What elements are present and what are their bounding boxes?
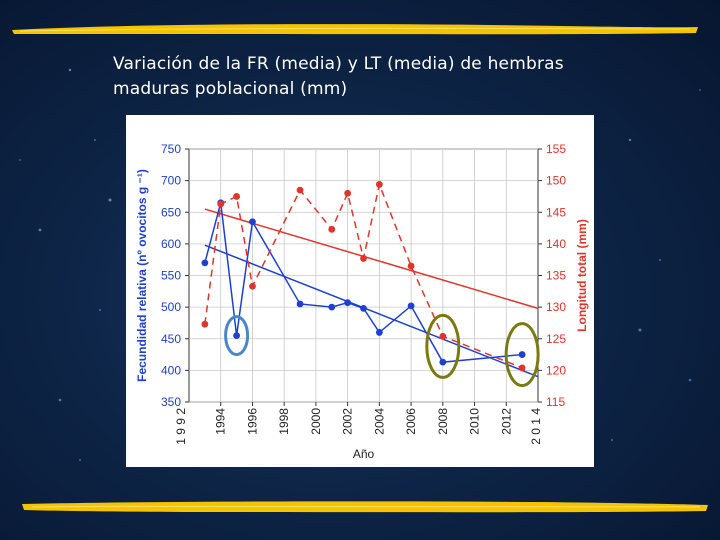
fr-data-point [375,329,383,336]
series-points [201,181,526,372]
lt-data-point [233,193,240,200]
lt-data-point [439,332,447,340]
right-tick-label: 120 [546,363,566,377]
slide-title: Variación de la FR (media) y LT (media) … [113,54,564,99]
x-edge-label: 1 9 9 2 [174,408,188,445]
lt-data-point [328,225,336,233]
x-tick-label: 2010 [468,408,482,435]
fr-series-line [204,202,523,363]
x-tick-label: 2004 [372,408,386,435]
left-tick-label: 350 [161,395,181,409]
fr-trend-line [204,244,539,378]
x-tick-label: 2012 [499,408,513,435]
left-tick-label: 450 [161,332,181,346]
right-tick-label: 125 [546,332,566,346]
x-tick-label: 2000 [309,408,323,435]
lt-trend-line [204,208,539,310]
fr-data-point [439,358,447,366]
right-tick-label: 130 [546,300,566,314]
left-tick-label: 700 [161,174,181,188]
left-tick-label: 550 [161,269,181,283]
left-tick-label: 650 [161,205,181,219]
highlight-ellipse-blue [224,315,250,357]
fr-data-point [328,303,336,311]
x-tick-label: 2008 [436,408,450,435]
fr-data-point [360,304,367,312]
bottom-brush-stroke [22,501,708,513]
lt-data-point [518,364,526,372]
lt-data-point [375,181,383,188]
lt-data-point [344,189,352,197]
fr-data-point [233,332,240,339]
x-tick-label: 1996 [245,408,259,435]
chart-panel: 350 115 400 120 450 125 500 130 550 135 600 140 650 1… [126,115,594,467]
y-axis-label-left: Fecundidad relativa (nº ovocitos g ⁻¹) [135,169,149,382]
lt-data-point [360,255,367,262]
highlight-ellipses [224,313,540,388]
fr-data-point [344,299,352,307]
y-axis-label-right: Longitud total (mm) [575,219,589,332]
highlight-ellipse-olive [425,313,461,379]
lt-data-point [296,186,304,194]
fr-data-point [296,300,304,308]
right-tick-label: 140 [546,237,566,251]
x-tick-label: 2002 [341,408,355,435]
x-edge-label: 2 0 1 4 [529,408,543,445]
right-tick-label: 155 [546,142,566,156]
top-brush-stroke [12,24,698,35]
right-tick-label: 135 [546,269,566,283]
right-tick-label: 115 [546,395,565,409]
fr-data-point [407,302,415,310]
fr-data-point [201,259,209,267]
lt-data-point [217,200,225,208]
trend-lines [204,208,539,378]
left-tick-label: 750 [161,142,181,156]
lt-data-point [407,262,415,270]
x-tick-label: 2006 [404,408,418,435]
dual-axis-line-chart: 350 115 400 120 450 125 500 130 550 135 600 140 650 1… [135,142,589,461]
axis-ticks: 350 115 400 120 450 125 500 130 550 135 600 140 650 1… [161,142,566,445]
fr-data-point [249,218,256,226]
axis-labels: Fecundidad relativa (nº ovocitos g ⁻¹) Lo… [135,169,589,461]
grid-lines [188,148,539,403]
right-tick-label: 150 [546,174,566,188]
right-tick-label: 145 [546,205,566,219]
left-tick-label: 500 [161,300,181,314]
x-axis-label: Año [353,447,375,461]
left-tick-label: 400 [161,363,181,377]
x-tick-label: 1998 [277,408,291,435]
highlight-ellipse-olive [504,322,540,388]
left-tick-label: 600 [161,237,181,251]
x-tick-label: 1994 [214,408,228,435]
lt-data-point [249,282,256,290]
fr-data-point [518,351,526,358]
lt-data-point [201,320,209,328]
